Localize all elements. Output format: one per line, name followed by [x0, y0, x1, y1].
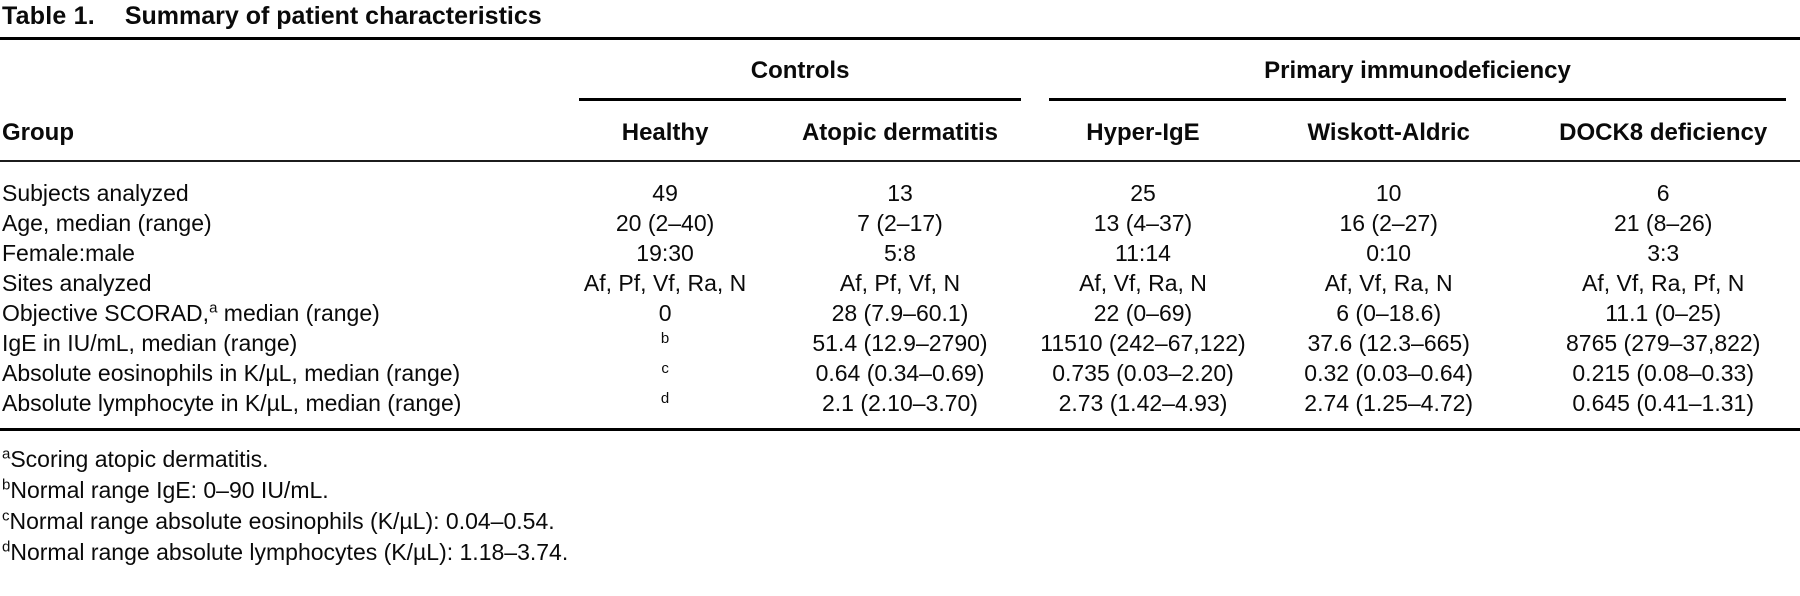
value-cell: b — [660, 329, 670, 347]
empty-corner-cell — [0, 39, 565, 103]
value-cell: 3:3 — [1647, 239, 1680, 266]
value-cell: 21 (8–26) — [1613, 209, 1713, 236]
row-label: Age, median (range) — [2, 209, 212, 236]
value-cell: 0.645 (0.41–1.31) — [1526, 388, 1800, 431]
value-cell: 2.1 (2.10–3.70) — [764, 388, 1035, 431]
value-cell: Af, Pf, Vf, Ra, N — [583, 269, 747, 296]
value-cell: 6 — [1656, 179, 1670, 206]
paper-table-page: Table 1. Summary of patient characterist… — [0, 0, 1800, 568]
value-cell: 11.1 (0–25) — [1605, 299, 1722, 326]
footnotes: aScoring atopic dermatitis. bNormal rang… — [0, 431, 1800, 568]
row-label: IgE in IU/mL, median (range) — [2, 329, 298, 356]
value-cell: 8765 (279–37,822) — [1565, 329, 1761, 356]
value-cell: 51.4 (12.9–2790) — [812, 329, 988, 356]
value-cell: 7 (2–17) — [857, 209, 943, 236]
table-row-age: Age, median (range) 20 (2–40) 7 (2–17) 1… — [0, 208, 1800, 238]
value-cell: 0:10 — [1366, 239, 1412, 266]
value-cell: 0 — [658, 299, 672, 326]
value-cell: Af, Vf, Ra, N — [1324, 269, 1453, 296]
value-cell: 11:14 — [1115, 239, 1171, 266]
value-cell: 11510 (242–67,122) — [1040, 329, 1246, 356]
value-cell: c — [661, 359, 669, 377]
value-cell: 19:30 — [636, 239, 694, 266]
primary-immunodeficiency-group-header-cell: Primary immunodeficiency — [1035, 39, 1800, 103]
column-header-row: Group Healthy Atopic dermatitis Hyper-Ig… — [0, 102, 1800, 162]
controls-group-header: Controls — [579, 41, 1021, 101]
controls-group-header-cell: Controls — [565, 39, 1035, 103]
footnote-a: aScoring atopic dermatitis. — [2, 445, 269, 472]
value-cell: 13 (4–37) — [1093, 209, 1193, 236]
table-row-subjects-analyzed: Subjects analyzed 49 13 25 10 6 — [0, 161, 1800, 208]
value-cell: 6 (0–18.6) — [1336, 299, 1442, 326]
row-label: Sites analyzed — [2, 269, 152, 296]
table-row-female-male: Female:male 19:30 5:8 11:14 0:10 3:3 — [0, 238, 1800, 268]
value-cell: 0.64 (0.34–0.69) — [815, 359, 985, 386]
table-row-absolute-lymphocyte: Absolute lymphocyte in K/µL, median (ran… — [0, 388, 1800, 431]
column-header-hyper-ige: Hyper-IgE — [1034, 102, 1251, 162]
table-number-label: Table 1. — [2, 2, 95, 30]
value-cell: 5:8 — [883, 239, 916, 266]
value-cell: 37.6 (12.3–665) — [1307, 329, 1470, 356]
value-cell: 10 — [1375, 179, 1402, 206]
column-header-dock8-deficiency: DOCK8 deficiency — [1526, 102, 1800, 162]
table-row-ige: IgE in IU/mL, median (range) b 51.4 (12.… — [0, 328, 1800, 358]
row-label: Absolute lymphocyte in K/µL, median (ran… — [0, 388, 566, 431]
value-cell: 0.735 (0.03–2.20) — [1052, 359, 1234, 386]
footnote-c: cNormal range absolute eosinophils (K/µL… — [2, 507, 555, 534]
value-cell: 0.32 (0.03–0.64) — [1304, 359, 1474, 386]
table-row-sites-analyzed: Sites analyzed Af, Pf, Vf, Ra, N Af, Pf,… — [0, 268, 1800, 298]
value-cell: 49 — [652, 179, 678, 206]
column-header-healthy: Healthy — [565, 102, 765, 162]
value-cell: Af, Pf, Vf, N — [839, 269, 961, 296]
primary-immunodeficiency-group-header: Primary immunodeficiency — [1048, 41, 1786, 101]
value-cell: 13 — [887, 179, 913, 206]
value-cell: 20 (2–40) — [615, 209, 715, 236]
footnote-d: dNormal range absolute lymphocytes (K/µL… — [2, 538, 569, 565]
value-cell: Af, Vf, Ra, Pf, N — [1582, 269, 1745, 296]
row-label: Female:male — [2, 239, 135, 266]
value-cell: 0.215 (0.08–0.33) — [1572, 359, 1754, 386]
value-cell: 22 (0–69) — [1093, 299, 1193, 326]
row-label: Objective SCORAD,a median (range) — [2, 298, 380, 326]
value-cell: 25 — [1130, 179, 1156, 206]
row-label: Absolute eosinophils in K/µL, median (ra… — [2, 359, 461, 386]
table-title: Table 1. Summary of patient characterist… — [0, 0, 1800, 37]
value-cell: 2.73 (1.42–4.93) — [1034, 388, 1251, 431]
table-row-objective-scorad: Objective SCORAD,a median (range) 0 28 (… — [0, 298, 1800, 328]
value-cell: d — [565, 388, 765, 431]
column-header-wiskott-aldric: Wiskott-Aldric — [1250, 102, 1527, 162]
column-header-group: Group — [0, 102, 566, 162]
patient-characteristics-table: Controls Primary immunodeficiency Group … — [0, 37, 1800, 431]
table-row-absolute-eosinophils: Absolute eosinophils in K/µL, median (ra… — [0, 358, 1800, 388]
footnote-b: bNormal range IgE: 0–90 IU/mL. — [2, 476, 329, 503]
value-cell: Af, Vf, Ra, N — [1079, 269, 1207, 296]
column-group-header-row: Controls Primary immunodeficiency — [0, 39, 1800, 103]
column-header-atopic-dermatitis: Atopic dermatitis — [764, 102, 1035, 162]
value-cell: 28 (7.9–60.1) — [831, 299, 969, 326]
table-title-text: Summary of patient characteristics — [124, 2, 542, 30]
row-label: Subjects analyzed — [2, 179, 189, 206]
value-cell: 16 (2–27) — [1339, 209, 1438, 236]
value-cell: 2.74 (1.25–4.72) — [1250, 388, 1527, 431]
